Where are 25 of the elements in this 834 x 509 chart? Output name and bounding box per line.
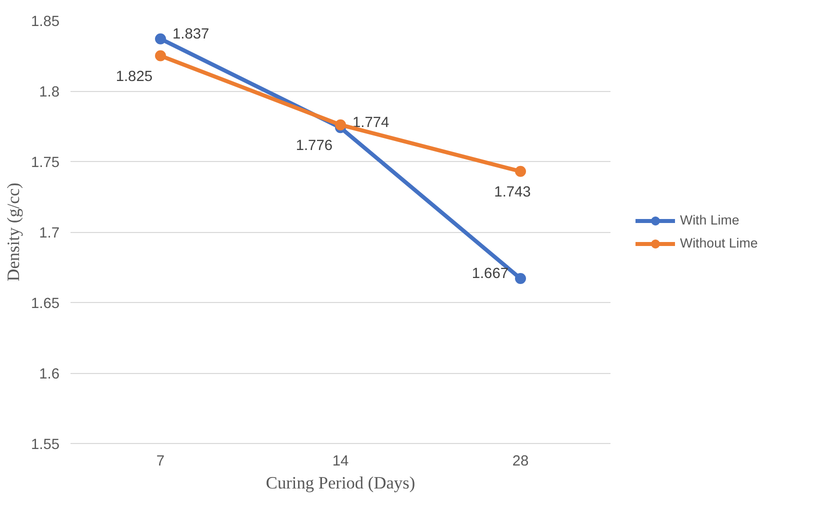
point [155,33,166,44]
y-axis-title: Density (g/cc) [4,182,23,282]
legend-label: With Lime [680,212,740,228]
x-axis-title: Curing Period (Days) [266,474,416,492]
y-tick-label: 1.75 [30,155,60,171]
data-label: 1.776 [296,138,333,154]
point [515,166,526,177]
x-tick-label: 14 [332,454,349,470]
legend-label: Without Lime [680,236,758,250]
y-tick-label: 1.85 [30,14,60,30]
y-tick-label: 1.7 [39,226,60,242]
point [515,273,526,284]
data-label: 1.743 [494,184,531,200]
point [335,119,346,130]
data-label: 1.837 [172,26,210,42]
data-label: 1.667 [472,266,509,282]
y-tick-label: 1.65 [30,296,60,312]
y-tick-label: 1.55 [30,437,60,453]
y-tick-label: 1.6 [39,366,60,382]
x-tick-label: 28 [512,454,529,470]
y-tick-label: 1.8 [39,84,60,100]
data-label: 1.825 [116,68,153,85]
x-tick-label: 7 [156,454,165,470]
data-label: 1.774 [352,115,390,132]
point [155,50,166,62]
